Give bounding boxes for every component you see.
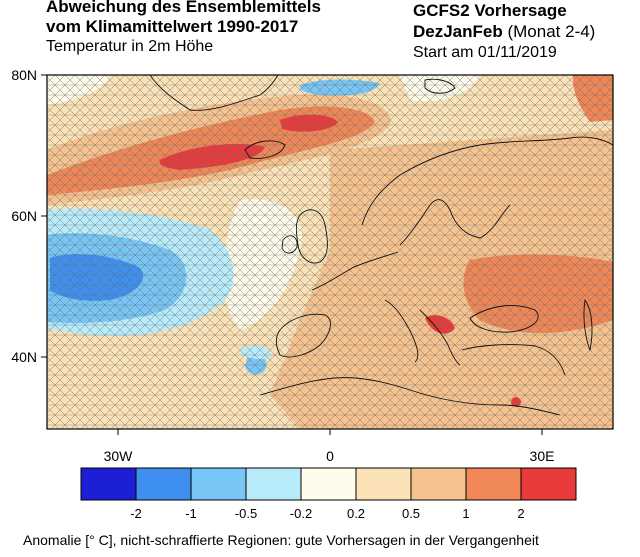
- lon-label-30e: 30E: [529, 448, 555, 464]
- season-note: (Monat 2-4): [507, 22, 596, 41]
- coast-greenland: [149, 75, 279, 111]
- axis-ticks: [41, 74, 543, 435]
- coast-balkans: [419, 309, 461, 366]
- colorbar-swatch: [190, 467, 247, 501]
- colorbar-label: 1: [462, 506, 470, 521]
- coast-italy: [384, 299, 419, 363]
- colorbar-swatch: [80, 467, 137, 501]
- lon-label-30w: 30W: [103, 448, 133, 464]
- lat-label-40n: 40N: [11, 349, 37, 365]
- colorbar-label: 0.5: [401, 506, 421, 521]
- season-name: DezJanFeb: [413, 22, 503, 41]
- colorbar-label: -0.2: [289, 506, 313, 521]
- lat-label-80n: 80N: [11, 67, 37, 83]
- map-title-line1: Abweichung des Ensemblemittels: [46, 0, 321, 16]
- lon-label-0: 0: [326, 448, 334, 464]
- colorbar-label: -2: [130, 506, 142, 521]
- forecast-season: DezJanFeb (Monat 2-4): [413, 22, 595, 42]
- lat-label-60n: 60N: [11, 208, 37, 224]
- coast-north-africa: [259, 377, 561, 416]
- colorbar-label: -1: [185, 506, 197, 521]
- colorbar: [80, 467, 577, 501]
- coastlines: [149, 75, 613, 416]
- colorbar-swatch: [245, 467, 302, 501]
- colorbar-swatch: [465, 467, 522, 501]
- coast-ireland: [281, 235, 298, 254]
- colorbar-label: 0.2: [346, 506, 366, 521]
- colorbar-swatch: [355, 467, 412, 501]
- coast-britain: [295, 209, 328, 264]
- hatching-pattern: [47, 75, 613, 429]
- anomaly-map: [47, 75, 613, 429]
- colorbar-swatch: [520, 467, 577, 501]
- map-title-line2: vom Klimamittelwert 1990-2017: [46, 17, 299, 36]
- coast-norway: [361, 136, 613, 226]
- map-subtitle: Temperatur in 2m Höhe: [46, 38, 214, 55]
- coast-iceland: [244, 140, 286, 159]
- colorbar-label: -0.5: [234, 506, 258, 521]
- colorbar-label: 2: [517, 506, 525, 521]
- coast-turkey: [461, 344, 566, 376]
- coast-svalbard: [424, 78, 456, 94]
- coast-caspian: [583, 298, 593, 352]
- coast-iberia: [275, 313, 331, 358]
- colorbar-swatch: [300, 467, 357, 501]
- forecast-start: Start am 01/11/2019: [413, 44, 557, 61]
- forecast-model: GCFS2 Vorhersage: [413, 1, 567, 20]
- coast-black-sea: [469, 305, 539, 333]
- colorbar-swatch: [410, 467, 467, 501]
- legend-caption: Anomalie [° C], nicht-schraffierte Regio…: [23, 532, 539, 548]
- colorbar-swatch: [135, 467, 192, 501]
- coast-baltic: [399, 199, 511, 246]
- coast-west-europe: [311, 251, 399, 291]
